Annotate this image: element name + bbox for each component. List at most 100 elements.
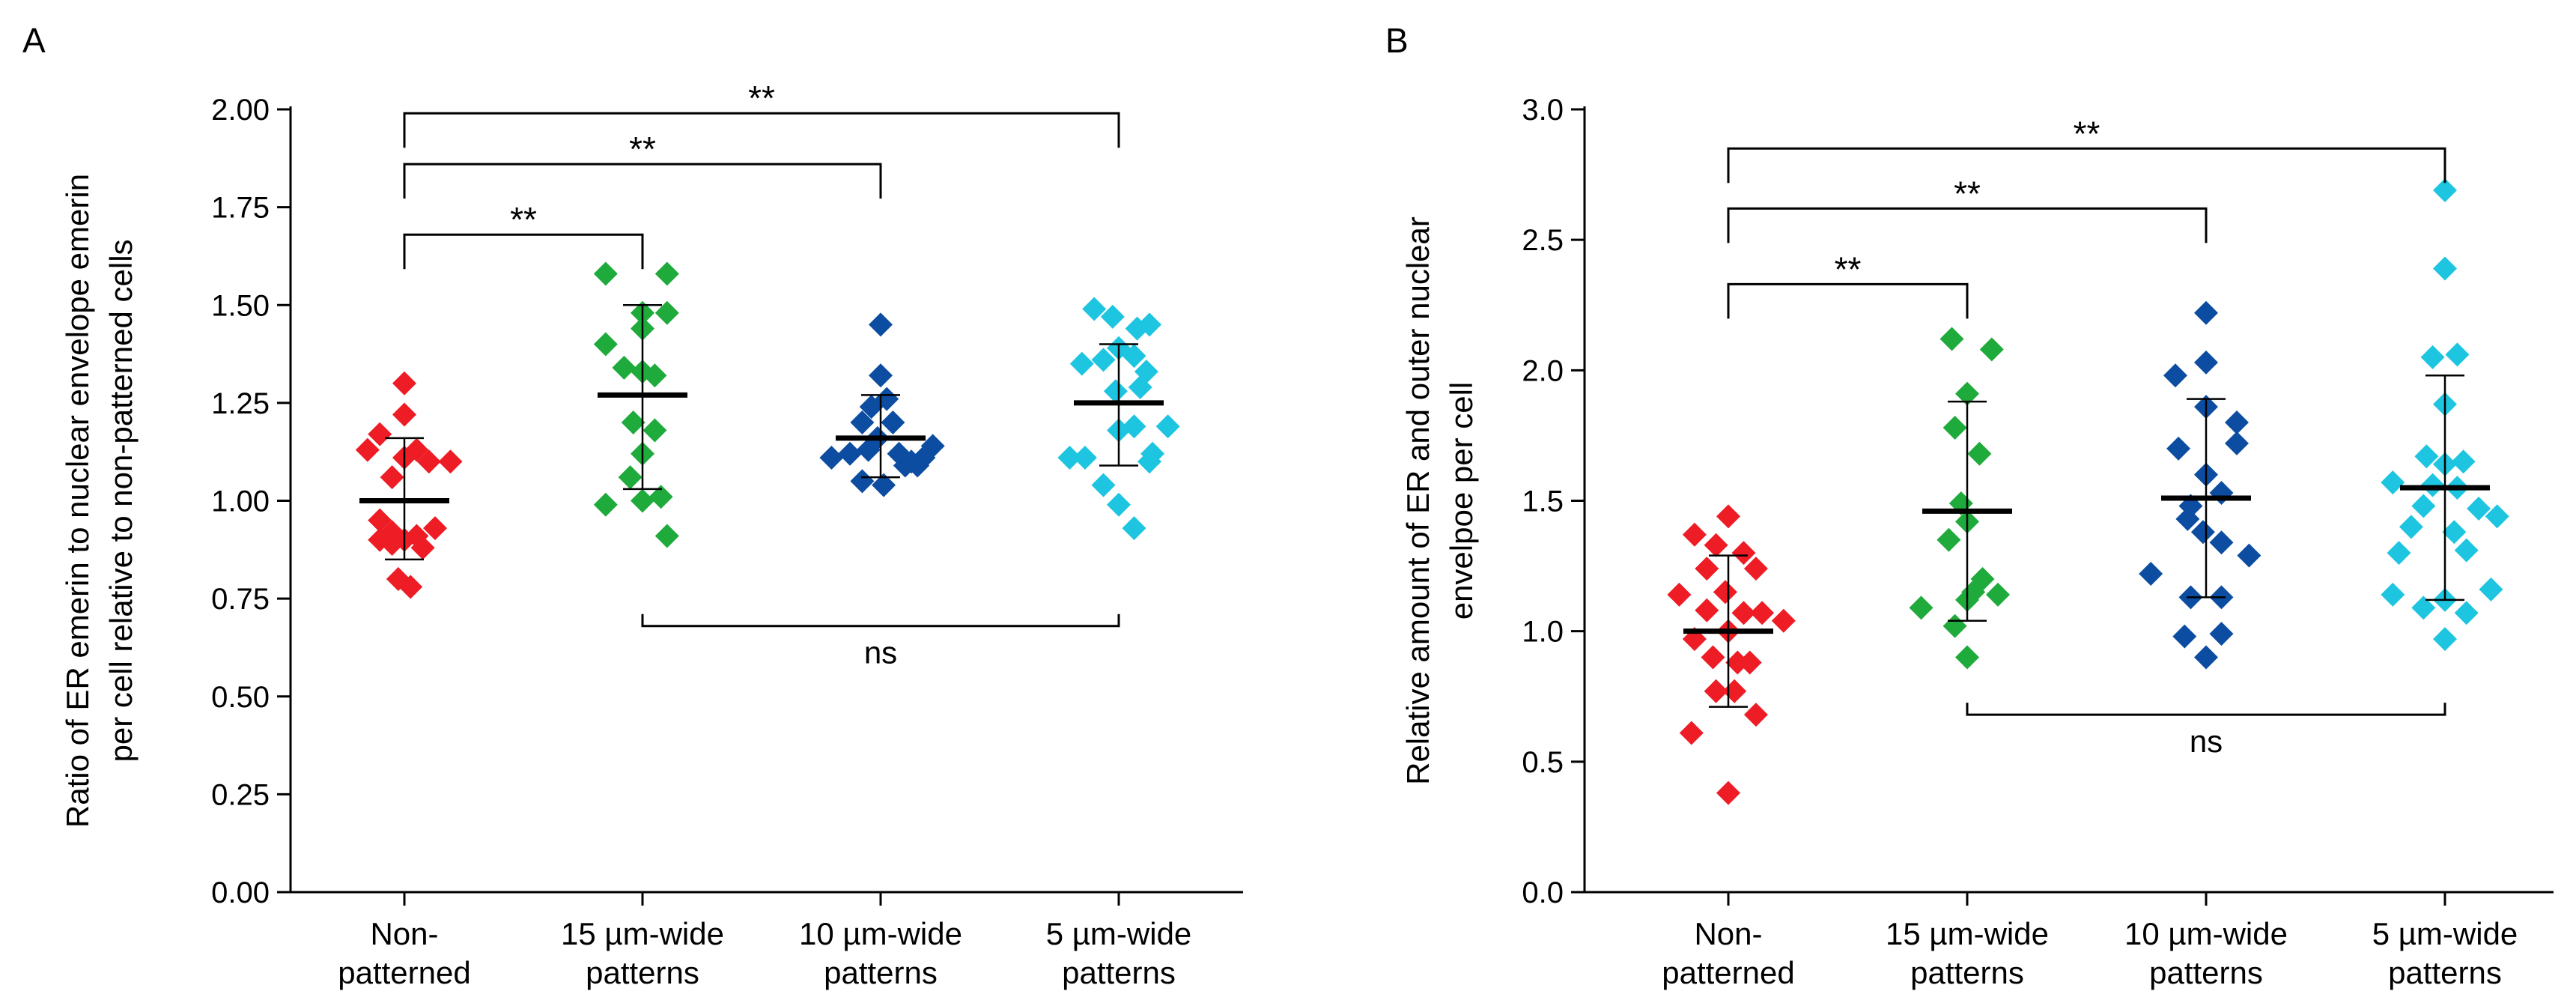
panel-label: B (1385, 21, 1409, 60)
x-tick-label: Non- (1694, 916, 1762, 951)
y-axis-label: envelpoe per cell (1444, 382, 1479, 620)
data-point (612, 355, 637, 380)
data-point (2194, 300, 2218, 325)
data-point (1743, 557, 1768, 581)
data-point (2467, 496, 2491, 521)
data-point (392, 402, 416, 427)
data-point (1939, 327, 1964, 351)
x-tick-label: 5 µm-wide (1046, 916, 1192, 951)
x-tick-label: 10 µm-wide (2124, 916, 2288, 951)
data-point (850, 469, 875, 494)
data-point (1731, 601, 1756, 625)
data-point (380, 465, 404, 490)
data-point (2414, 444, 2439, 469)
data-point (1122, 516, 1146, 541)
data-point (1750, 601, 1775, 625)
data-point (1716, 781, 1740, 805)
data-point (1682, 522, 1707, 547)
data-point (2166, 436, 2191, 461)
data-point (621, 410, 645, 434)
data-point (2209, 622, 2234, 646)
data-point (2190, 520, 2215, 545)
ns-label: ns (864, 635, 897, 670)
x-tick-label: 10 µm-wide (799, 916, 962, 951)
significance-bracket (1727, 282, 1969, 319)
data-point (593, 492, 618, 517)
data-point (1069, 351, 1094, 376)
data-point (618, 465, 643, 490)
data-point (2163, 363, 2187, 388)
significance-label: ** (748, 79, 775, 118)
y-axis-label: Relative amount of ER and outer nuclear (1400, 216, 1436, 785)
data-point (850, 410, 875, 434)
data-point (654, 300, 679, 325)
data-point (1722, 679, 1747, 703)
significance-label: ** (510, 200, 537, 239)
data-point (2194, 350, 2218, 375)
data-point (1122, 344, 1146, 369)
ns-bracket (1966, 703, 2446, 716)
significance-label: ** (1954, 174, 1981, 213)
data-point (2433, 627, 2457, 652)
data-point (1128, 375, 1152, 399)
y-tick-label: 0.75 (211, 583, 270, 616)
data-point (438, 449, 463, 474)
data-point (1979, 337, 2004, 362)
data-point (631, 488, 654, 513)
data-point (368, 422, 392, 446)
y-tick-label: 1.5 (1522, 485, 1564, 518)
data-point (1082, 297, 1107, 321)
data-point (872, 473, 896, 497)
y-tick-label: 1.25 (211, 387, 270, 420)
data-point (2442, 520, 2467, 545)
data-point (593, 332, 618, 357)
data-point (2454, 538, 2479, 563)
data-point (1695, 557, 1719, 581)
data-point (1955, 381, 1979, 406)
data-point (1667, 582, 1692, 607)
data-point (1695, 598, 1719, 622)
y-tick-label: 2.00 (211, 94, 270, 127)
data-point (1936, 527, 1961, 552)
data-point (2237, 543, 2261, 568)
data-point (2209, 481, 2234, 506)
data-point (1737, 650, 1762, 675)
data-point (368, 508, 392, 533)
y-tick-label: 1.75 (211, 192, 270, 225)
x-tick-label: patterns (1062, 955, 1176, 990)
y-tick-label: 2.5 (1522, 224, 1564, 257)
data-point (410, 536, 435, 560)
data-point (2454, 601, 2479, 625)
data-point (1091, 348, 1116, 372)
data-point (2225, 410, 2249, 434)
y-axis-label: Ratio of ER emerin to nuclear envelope e… (60, 174, 95, 828)
data-point (905, 453, 930, 478)
data-point (643, 418, 667, 443)
y-tick-label: 3.0 (1522, 94, 1564, 127)
y-tick-label: 1.0 (1522, 616, 1564, 649)
x-tick-label: patterns (2149, 955, 2263, 990)
data-point (1091, 473, 1116, 497)
x-tick-label: 15 µm-wide (561, 916, 724, 951)
data-point (1704, 679, 1728, 703)
data-point (881, 410, 905, 434)
data-point (1103, 379, 1128, 404)
y-tick-label: 2.0 (1522, 354, 1564, 387)
data-point (2387, 541, 2411, 566)
x-tick-label: patterns (1910, 955, 2024, 990)
significance-label: ** (1835, 249, 1862, 288)
data-point (869, 312, 893, 337)
y-tick-label: 1.00 (211, 485, 270, 518)
data-point (2433, 178, 2457, 202)
data-point (869, 363, 893, 388)
x-tick-label: 5 µm-wide (2372, 916, 2518, 951)
data-point (1909, 596, 1933, 620)
data-point (2225, 431, 2249, 455)
data-point (2139, 562, 2163, 587)
panel-a: A 0.00 0.25 0.50 0.75 1.00 1.25 1.50 1.75 2.00 Non… (22, 21, 1243, 990)
data-point (398, 575, 423, 599)
data-point (1942, 613, 1967, 638)
data-point (1986, 582, 2010, 607)
significance-bracket (403, 233, 644, 270)
